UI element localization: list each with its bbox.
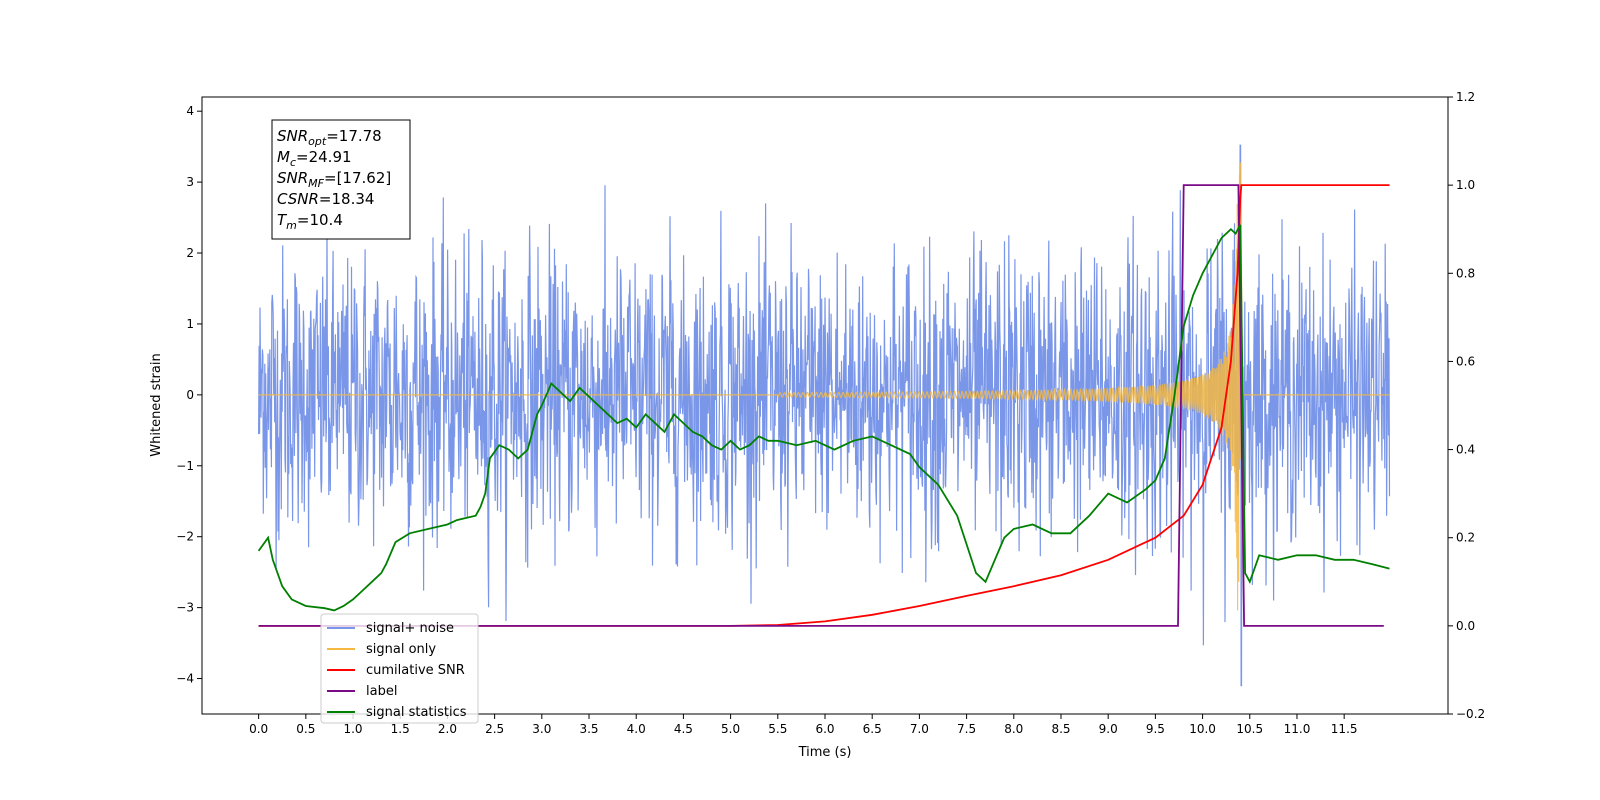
x-tick-label: 9.5 <box>1146 722 1165 736</box>
legend-label: signal statistics <box>366 705 467 720</box>
annotation-line: Tm=10.4 <box>277 211 343 232</box>
annotation-frame <box>271 119 411 240</box>
x-tick-label: 2.5 <box>485 722 504 736</box>
series-label-line <box>258 184 1384 627</box>
x-tick-label: 7.0 <box>910 722 929 736</box>
y-left-tick-label: −3 <box>176 601 194 615</box>
y-axis-label: Whitened strain <box>149 353 164 456</box>
annotation-line: SNRMF=[17.62] <box>277 169 391 190</box>
x-tick-label: 4.5 <box>674 722 693 736</box>
y-right-tick-label: 1.0 <box>1456 178 1475 192</box>
x-tick-label: 0.5 <box>296 722 315 736</box>
legend-label: cumilative SNR <box>366 663 465 678</box>
x-tick-label: 10.5 <box>1236 722 1263 736</box>
y-right-tick-label: −0.2 <box>1456 707 1485 721</box>
axes-layer: 0.0 0.5 1.0 1.5 2.0 2.5 3.0 3.5 4.0 4.5 5.0 5.5 6.0 6… <box>176 90 1485 736</box>
y-left-tick-label: 0 <box>186 388 194 402</box>
x-tick-label: 11.0 <box>1284 722 1311 736</box>
y-left-tick-label: −1 <box>176 459 194 473</box>
annotation-line: CSNR=18.34 <box>277 190 374 208</box>
x-tick-label: 6.0 <box>815 722 834 736</box>
series-signal-only-line <box>258 162 1390 611</box>
x-tick-label: 10.0 <box>1189 722 1216 736</box>
legend-label: signal only <box>366 642 436 657</box>
x-tick-label: 1.5 <box>391 722 410 736</box>
y-left-tick-label: 2 <box>186 246 194 260</box>
y-left-tick-label: 4 <box>186 104 194 118</box>
legend-label: signal+ noise <box>366 621 454 636</box>
x-axis-label: Time (s) <box>798 745 852 760</box>
x-tick-label: 8.0 <box>1004 722 1023 736</box>
legend: signal+ noise signal only cumilative SNR la… <box>320 613 479 724</box>
series-signal-noise-line <box>258 144 1391 687</box>
x-tick-label: 2.0 <box>438 722 457 736</box>
legend-frame <box>320 613 479 724</box>
y-right-tick-label: 0.4 <box>1456 443 1475 457</box>
x-tick-label: 3.5 <box>579 722 598 736</box>
y-left-tick-label: −4 <box>176 672 194 686</box>
legend-label: label <box>366 684 397 699</box>
y-right-tick-label: 0.8 <box>1456 266 1475 280</box>
series-cumulative-snr-line <box>258 184 1390 627</box>
x-tick-label: 8.5 <box>1051 722 1070 736</box>
x-tick-label: 3.0 <box>532 722 551 736</box>
x-tick-label: 5.5 <box>768 722 787 736</box>
y-right-tick-label: 1.2 <box>1456 90 1475 104</box>
series-signal-statistics-line <box>257 224 1390 612</box>
x-tick-label: 4.0 <box>627 722 646 736</box>
x-tick-label: 1.0 <box>343 722 362 736</box>
annotation-line: Mc=24.91 <box>277 148 352 169</box>
metrics-annotation-box: SNRopt=17.78Mc=24.91SNRMF=[17.62]CSNR=18… <box>271 119 411 240</box>
x-tick-label: 9.0 <box>1099 722 1118 736</box>
y-right-tick-label: 0.2 <box>1456 531 1475 545</box>
y-right-tick-label: 0.0 <box>1456 619 1475 633</box>
y-right-tick-label: 0.6 <box>1456 354 1475 368</box>
y-left-tick-label: 1 <box>186 317 194 331</box>
x-tick-label: 0.0 <box>249 722 268 736</box>
y-left-tick-label: 3 <box>186 175 194 189</box>
x-tick-label: 11.5 <box>1331 722 1358 736</box>
x-tick-label: 5.0 <box>721 722 740 736</box>
annotation-line: SNRopt=17.78 <box>277 127 382 148</box>
x-tick-label: 6.5 <box>863 722 882 736</box>
y-left-tick-label: −2 <box>176 530 194 544</box>
x-tick-label: 7.5 <box>957 722 976 736</box>
series-layer <box>257 144 1391 687</box>
